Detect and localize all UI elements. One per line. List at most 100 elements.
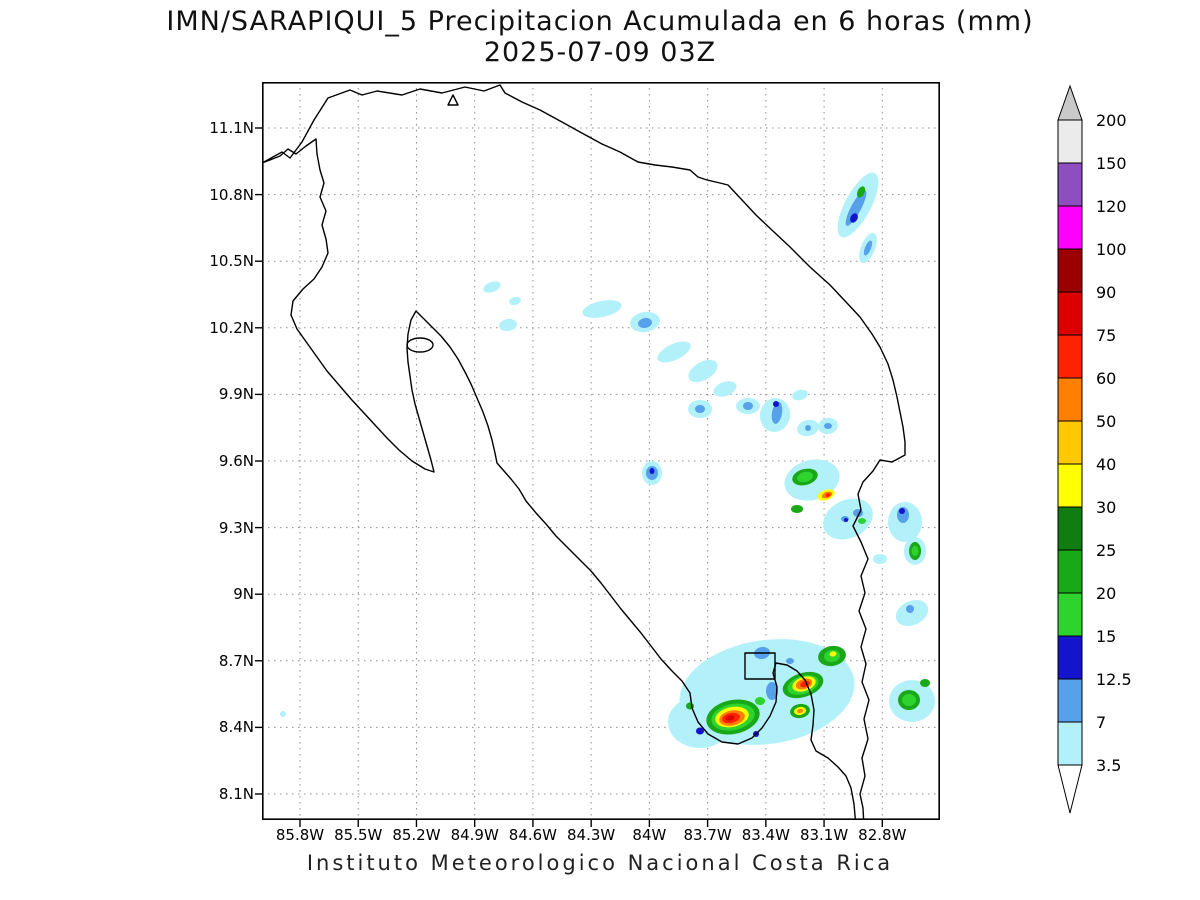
precip-blob [920, 679, 930, 687]
colorbar-segment [1057, 291, 1083, 336]
institute-caption: Instituto Meteorologico Nacional Costa R… [306, 851, 894, 875]
x-tick-label: 85.2W [392, 826, 441, 844]
colorbar-level-label: 75 [1096, 326, 1116, 345]
map-title: IMN/SARAPIQUI_5 Precipitacion Acumulada … [166, 6, 1034, 37]
station-area-box [744, 652, 776, 680]
colorbar-level-label: 3.5 [1096, 756, 1121, 775]
y-tick-label: 9.9N [218, 385, 254, 404]
precip-blob [797, 708, 803, 714]
colorbar-segment [1057, 463, 1083, 508]
precip-blob [844, 518, 848, 522]
x-tick-label: 83.4W [741, 826, 790, 844]
precip-blob [824, 423, 832, 429]
x-tick-label: 83.1W [799, 826, 849, 844]
y-tick-label: 8.7N [218, 651, 254, 670]
y-tick-label: 8.1N [218, 785, 254, 803]
precip-blob [856, 186, 866, 198]
colorbar-segment [1057, 205, 1083, 250]
colorbar-level-label: 90 [1096, 283, 1116, 302]
precip-blob [797, 471, 813, 483]
precip-blob [743, 402, 753, 410]
colorbar-segment [1057, 420, 1083, 465]
colorbar-level-label: 25 [1096, 541, 1116, 560]
precip-blob [649, 468, 655, 474]
precip-blob [902, 694, 916, 706]
precip-blob [713, 381, 737, 397]
y-tick-label: 10.8N [209, 185, 254, 204]
precipitation-map [255, 82, 941, 827]
colorbar-above-max-arrow [1057, 84, 1083, 121]
precip-blob [696, 727, 704, 735]
precip-blob [773, 401, 779, 407]
precip-blob [499, 318, 517, 332]
gulf-island-outline [406, 337, 434, 353]
y-tick-label: 10.2N [209, 318, 254, 337]
colorbar-segment [1057, 678, 1083, 723]
precip-blob [786, 658, 794, 664]
y-tick-label: 9N [233, 585, 254, 604]
x-tick-label: 82.8W [858, 826, 907, 844]
precip-blob [725, 715, 735, 721]
x-tick-label: 83.7W [683, 826, 732, 844]
precip-blob [280, 711, 286, 717]
x-tick-label: 84W [632, 826, 667, 844]
map-frame [262, 82, 941, 821]
precip-blob [906, 605, 914, 613]
colorbar-level-label: 150 [1096, 154, 1127, 173]
precip-blob [792, 389, 808, 401]
precip-blob [899, 508, 905, 514]
precip-blob [911, 546, 919, 556]
y-tick-label: 8.4N [218, 718, 254, 737]
colorbar-segment [1057, 377, 1083, 422]
precip-blob [657, 341, 691, 363]
y-tick-label: 10.5N [209, 252, 254, 271]
x-tick-label: 84.3W [567, 826, 616, 844]
precip-blob [829, 651, 837, 657]
colorbar-segment [1057, 119, 1083, 164]
colorbar-level-label: 12.5 [1096, 670, 1132, 689]
precip-blob [695, 405, 705, 413]
precip-blob [805, 425, 811, 431]
precip-blob [688, 359, 718, 383]
x-tick-label: 84.9W [450, 826, 499, 844]
x-tick-label: 85.8W [275, 826, 325, 844]
precipitation-colorbar: 200 150 120 100 90 75 60 50 40 30 25 20 15 12.5 7 3.5 [1057, 84, 1132, 814]
y-tick-label: 11.1N [209, 119, 254, 137]
colorbar-level-label: 60 [1096, 369, 1116, 388]
x-tick-label: 84.6W [508, 826, 558, 844]
colorbar-segment [1057, 549, 1083, 594]
precip-blob [483, 281, 501, 293]
precip-blob [858, 518, 866, 524]
colorbar-level-label: 200 [1096, 111, 1127, 130]
colorbar-segment [1057, 162, 1083, 207]
precip-blob [850, 213, 858, 223]
precip-blob [755, 697, 765, 705]
colorbar-segment [1057, 506, 1083, 551]
colorbar-segment [1057, 721, 1083, 766]
colorbar-level-label: 30 [1096, 498, 1116, 517]
colorbar-segment [1057, 248, 1083, 293]
precip-blob [791, 505, 803, 513]
colorbar-below-min-arrow [1057, 764, 1083, 814]
precipitation-shading [280, 172, 935, 748]
precip-blob [638, 317, 652, 329]
precip-blob [863, 240, 873, 256]
colorbar-level-label: 50 [1096, 412, 1116, 431]
precip-blob [771, 402, 783, 424]
x-tick-label: 85.5W [334, 826, 383, 844]
map-datetime: 2025-07-09 03Z [483, 37, 717, 68]
precip-blob [873, 554, 887, 564]
colorbar-segment [1057, 334, 1083, 379]
precip-blob [766, 682, 778, 700]
colorbar-level-label: 15 [1096, 627, 1116, 646]
precip-blob [825, 493, 831, 497]
colorbar-level-label: 40 [1096, 455, 1116, 474]
colorbar-level-label: 7 [1096, 713, 1106, 732]
axis-ticks [255, 127, 883, 827]
precip-blob [509, 296, 521, 306]
precip-blob [895, 599, 929, 627]
coastline-path [262, 84, 906, 820]
colorbar-level-label: 20 [1096, 584, 1116, 603]
y-tick-label: 9.3N [218, 518, 254, 537]
